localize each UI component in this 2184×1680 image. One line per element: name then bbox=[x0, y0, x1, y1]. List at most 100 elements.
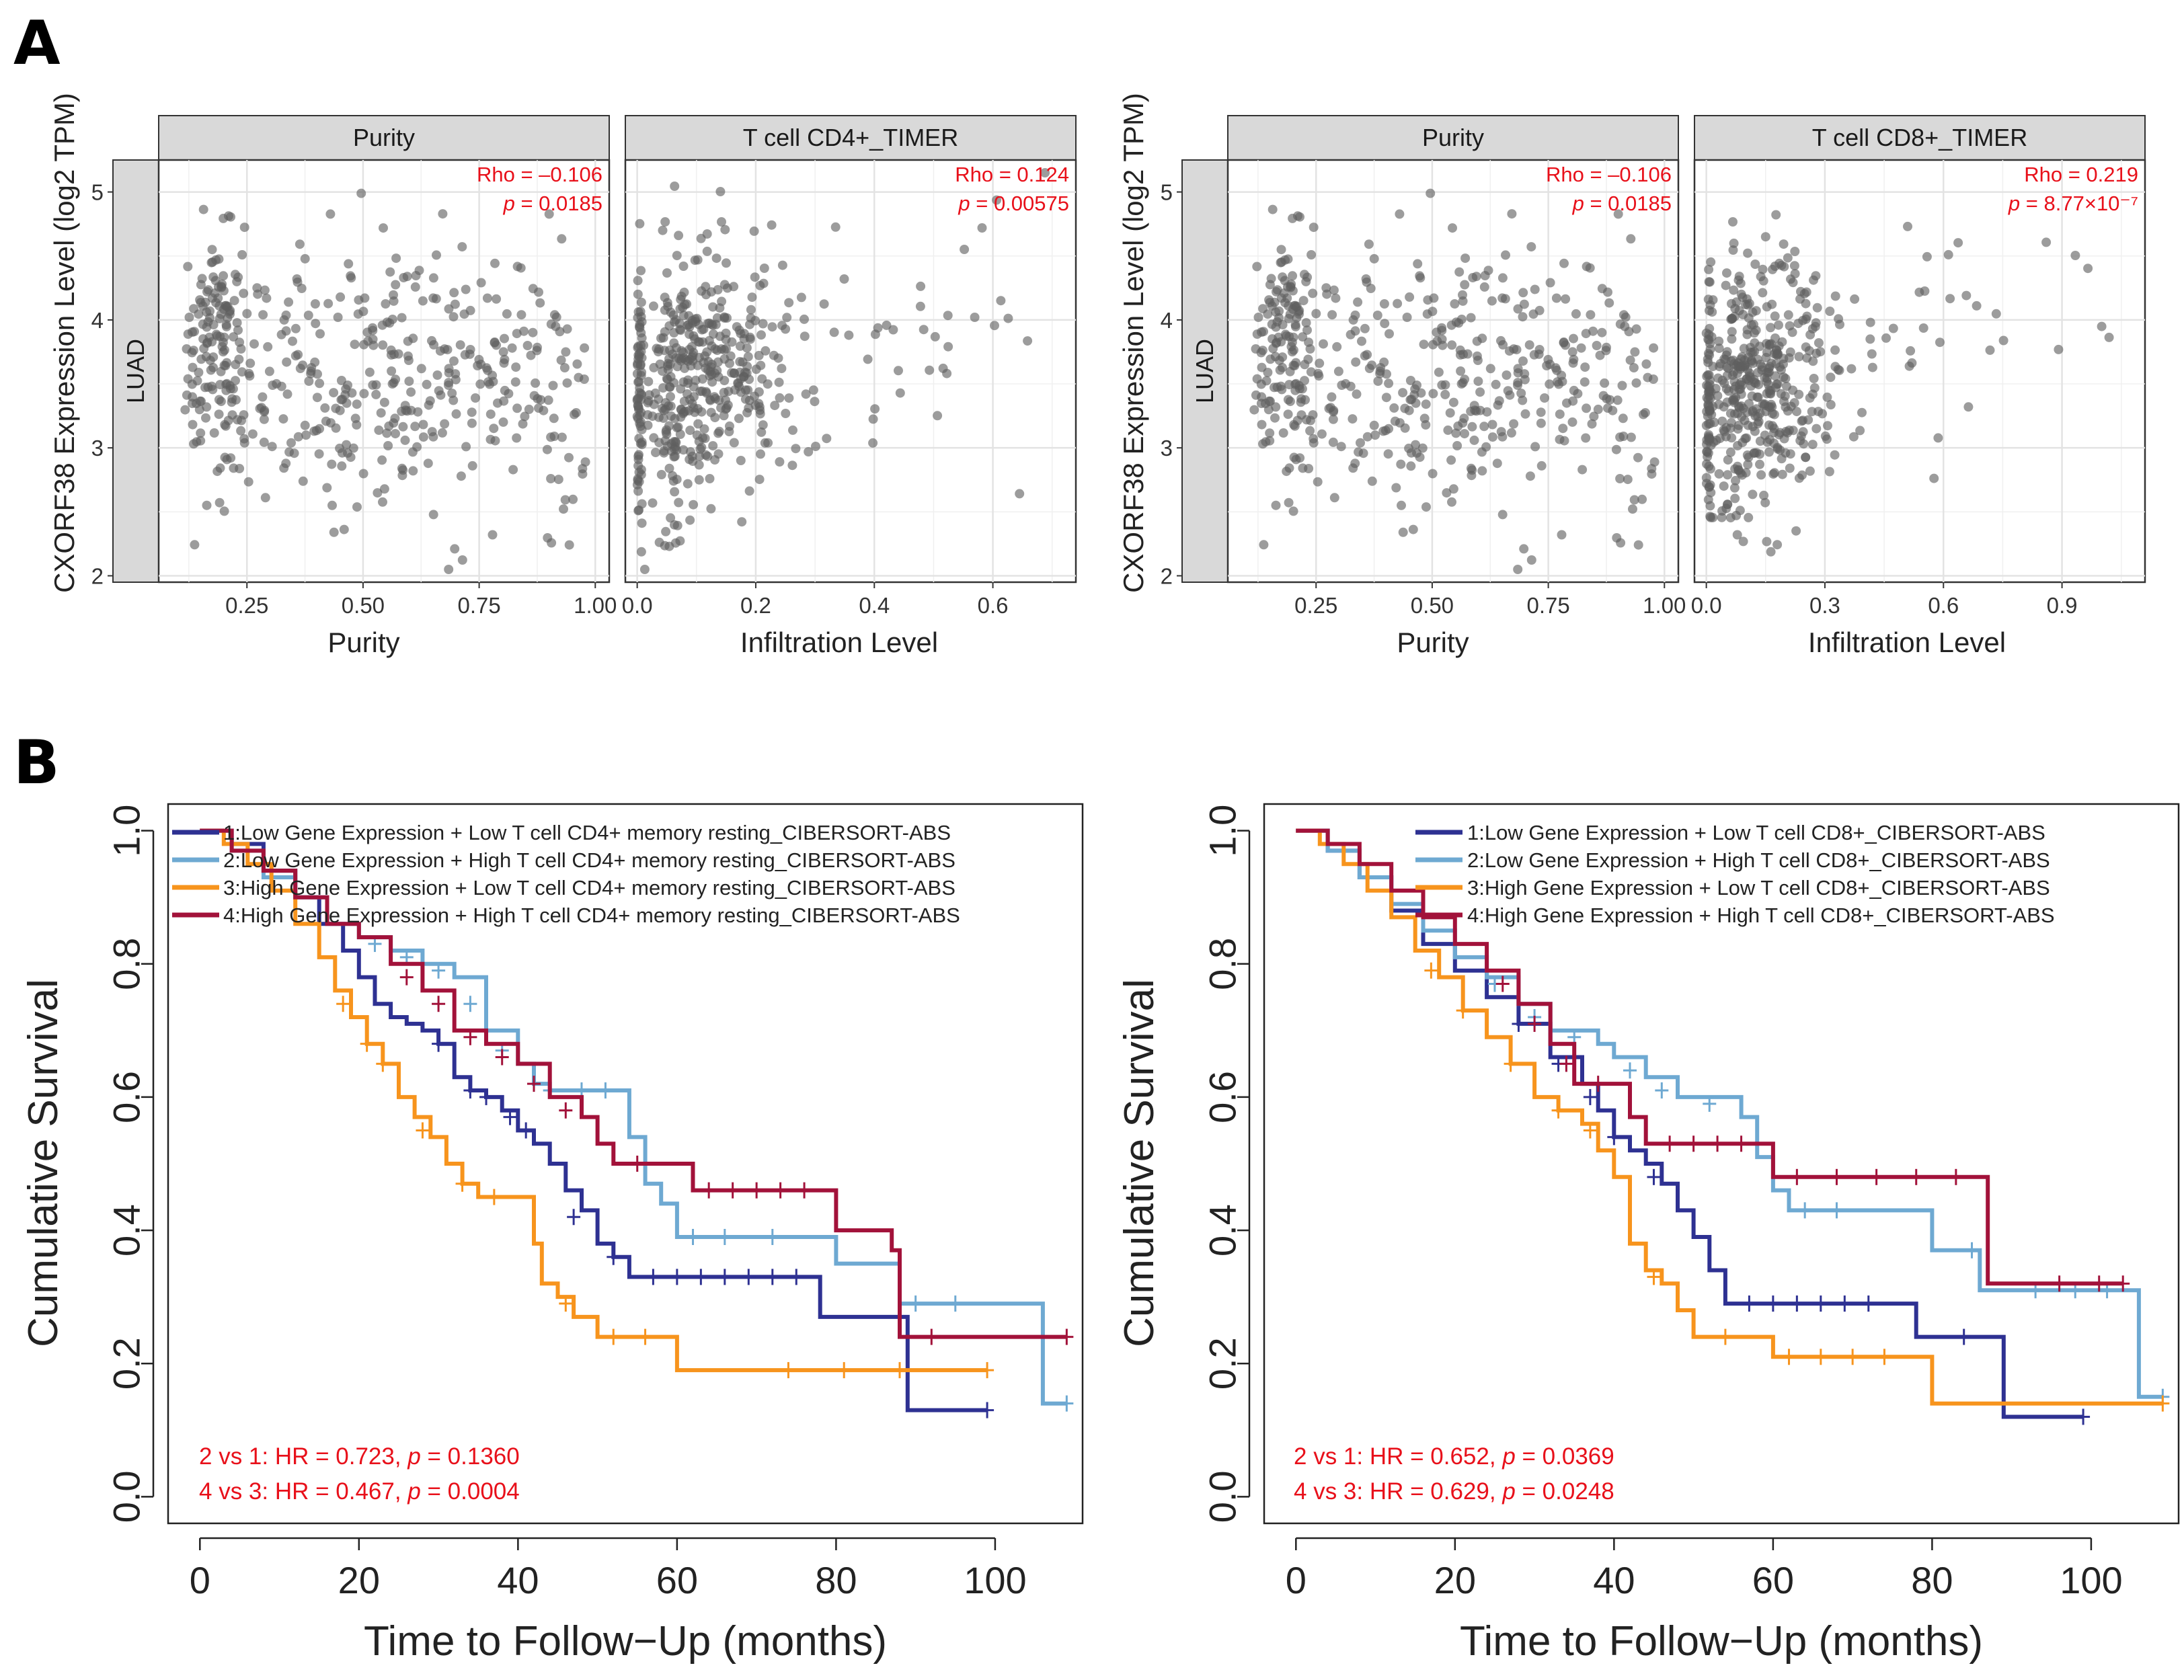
data-point bbox=[1270, 352, 1280, 362]
data-point bbox=[1801, 452, 1811, 463]
data-point bbox=[1777, 469, 1787, 479]
data-point bbox=[267, 442, 277, 452]
legend-item-1: 1:Low Gene Expression + Low T cell CD4+ … bbox=[172, 821, 951, 844]
data-point bbox=[1904, 361, 1914, 371]
data-point bbox=[1728, 217, 1738, 227]
data-point bbox=[431, 294, 441, 304]
data-point bbox=[1719, 378, 1729, 389]
data-point bbox=[1351, 357, 1361, 367]
data-point bbox=[239, 223, 249, 233]
data-point bbox=[689, 392, 699, 402]
data-point bbox=[1331, 293, 1341, 303]
data-point bbox=[1795, 294, 1805, 304]
data-point bbox=[1770, 311, 1780, 321]
data-point bbox=[520, 411, 530, 422]
data-point bbox=[977, 223, 987, 233]
data-point bbox=[1329, 285, 1339, 295]
data-point bbox=[263, 342, 273, 352]
survival-curves bbox=[1296, 828, 2170, 1425]
data-point bbox=[1733, 401, 1744, 411]
data-point bbox=[1314, 371, 1324, 381]
data-point bbox=[1722, 268, 1731, 278]
data-point bbox=[1480, 271, 1490, 280]
data-point bbox=[1617, 381, 1627, 391]
data-point bbox=[1714, 336, 1724, 346]
data-point bbox=[403, 351, 413, 361]
data-point bbox=[352, 399, 362, 409]
data-point bbox=[194, 405, 204, 415]
facet-cd4-timer: T cell CD4+_TIMER 0.0 0.2 0.4 0.6 Rho = 0.1… bbox=[622, 115, 1077, 658]
data-point bbox=[476, 359, 486, 369]
hr-pvalue: = 0.0248 bbox=[1516, 1478, 1614, 1505]
data-point bbox=[1752, 404, 1762, 414]
y-tick-label: 0.8 bbox=[106, 938, 148, 990]
data-point bbox=[289, 448, 299, 458]
data-point bbox=[298, 476, 308, 486]
data-point bbox=[1620, 321, 1630, 331]
x-tick-label: 0 bbox=[190, 1559, 210, 1601]
y-tick-label: 0.2 bbox=[1202, 1337, 1244, 1390]
data-point bbox=[303, 311, 313, 320]
data-point bbox=[759, 264, 769, 273]
axis-ticks: 0.0 0.3 0.6 0.9 bbox=[1691, 582, 2078, 618]
data-point bbox=[745, 332, 755, 342]
data-point bbox=[1626, 432, 1636, 442]
data-points bbox=[1701, 210, 2114, 557]
data-point bbox=[1272, 287, 1281, 296]
data-point bbox=[662, 268, 672, 278]
data-point bbox=[358, 469, 368, 479]
data-point bbox=[1743, 300, 1753, 310]
data-point bbox=[633, 377, 644, 387]
data-point bbox=[511, 362, 521, 372]
data-point bbox=[300, 420, 310, 430]
data-point bbox=[658, 225, 668, 235]
data-point bbox=[722, 258, 731, 268]
data-point bbox=[1811, 348, 1822, 358]
km-chart-b1: 0 20 40 60 80 100 0.0 0.2 0.4 0.6 0.8 1.0 1:Low Gen… bbox=[20, 803, 1084, 1665]
data-point bbox=[1764, 447, 1774, 457]
data-point bbox=[767, 220, 777, 230]
data-point bbox=[341, 384, 351, 394]
data-point bbox=[580, 343, 590, 353]
data-point bbox=[678, 445, 689, 455]
data-point bbox=[1469, 435, 1479, 445]
data-point bbox=[1756, 470, 1766, 480]
data-point bbox=[199, 344, 209, 354]
data-point bbox=[1379, 299, 1389, 309]
data-point bbox=[697, 407, 707, 417]
data-point bbox=[390, 413, 400, 424]
legend-label: 4:High Gene Expression + High T cell CD8… bbox=[1467, 904, 2055, 927]
data-point bbox=[1278, 352, 1288, 362]
data-point bbox=[1249, 405, 1259, 415]
data-point bbox=[1257, 362, 1267, 372]
data-point bbox=[1631, 378, 1641, 388]
data-point bbox=[298, 360, 308, 370]
data-point bbox=[423, 458, 433, 469]
data-point bbox=[260, 407, 269, 417]
data-point bbox=[202, 307, 212, 317]
y-axis-title: Cumulative Survival bbox=[20, 979, 67, 1347]
data-point bbox=[1765, 403, 1775, 413]
data-point bbox=[1802, 311, 1812, 321]
data-point bbox=[1023, 336, 1033, 346]
data-point bbox=[1507, 209, 1517, 219]
data-point bbox=[425, 396, 435, 406]
data-point bbox=[549, 310, 559, 320]
data-point bbox=[482, 293, 492, 303]
data-point bbox=[1729, 483, 1740, 493]
data-point bbox=[669, 338, 679, 348]
data-point bbox=[1497, 432, 1508, 442]
data-point bbox=[1459, 413, 1469, 424]
data-point bbox=[1290, 320, 1300, 330]
data-point bbox=[1568, 396, 1578, 406]
data-point bbox=[286, 438, 296, 448]
data-point bbox=[1428, 307, 1438, 317]
data-point bbox=[1736, 278, 1746, 288]
data-point bbox=[498, 417, 508, 427]
data-point bbox=[322, 483, 332, 493]
plot-frame bbox=[167, 803, 1084, 1525]
data-point bbox=[1618, 413, 1628, 424]
data-point bbox=[1945, 294, 1955, 304]
legend-item-3: 3:High Gene Expression + Low T cell CD8+… bbox=[1415, 876, 2050, 899]
data-point bbox=[670, 182, 680, 191]
